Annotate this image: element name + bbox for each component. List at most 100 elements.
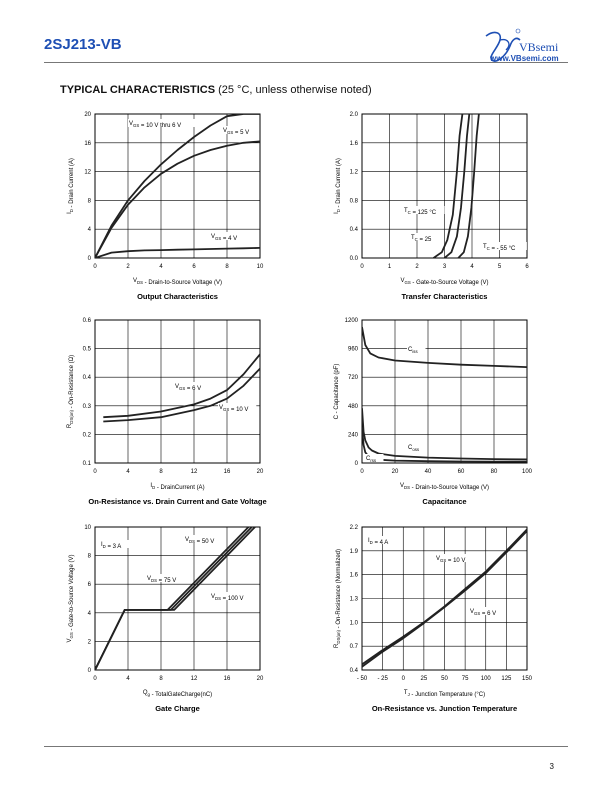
x-tick-label: 6 <box>192 264 196 270</box>
y-tick-label: 2.2 <box>350 525 359 531</box>
chart-title: Capacitance <box>422 497 466 506</box>
y-tick-label: 0.7 <box>350 644 359 650</box>
label-backdrop <box>367 536 399 544</box>
y-tick-label: 0.4 <box>350 668 359 674</box>
chart-title: Output Characteristics <box>137 292 218 301</box>
label-backdrop <box>365 454 384 462</box>
label-backdrop <box>146 574 185 582</box>
chart-capacitance: 0 20 40 60 80 100 0 240 480 720 960 1200 Ciss Coss Crs… <box>334 318 533 506</box>
y-tick-label: 1200 <box>345 318 359 324</box>
label-backdrop <box>410 233 439 241</box>
y-tick-label: 8 <box>88 198 92 204</box>
x-axis-label: ID - DrainCurrent (A) <box>150 483 204 491</box>
y-tick-label: 720 <box>348 375 359 381</box>
plot-frame <box>361 526 528 671</box>
x-tick-label: 40 <box>425 469 432 475</box>
label-backdrop <box>174 382 209 390</box>
chart-on_resistance: 0 4 8 12 16 20 0.1 0.2 0.3 0.4 0.5 0.6 VGS = 6 V VGS … <box>67 318 267 506</box>
series-line <box>95 140 260 258</box>
x-tick-label: 80 <box>491 469 498 475</box>
series-line <box>95 114 260 258</box>
y-tick-label: 1.9 <box>350 549 359 555</box>
label-backdrop <box>469 607 504 615</box>
curve-label: VDS = 50 V <box>185 537 214 545</box>
y-tick-label: 0.2 <box>83 432 92 438</box>
series-line <box>95 527 256 670</box>
curve-label: VDS = 75 V <box>147 576 176 584</box>
chart-title: On-Resistance vs. Drain Current and Gate… <box>88 497 266 506</box>
vbsemi-logo <box>485 28 521 62</box>
part-number: 2SJ213-VB <box>44 36 122 53</box>
y-tick-label: 1.3 <box>350 597 359 603</box>
x-tick-label: 12 <box>191 469 198 475</box>
x-tick-label: 50 <box>441 676 448 682</box>
label-backdrop <box>128 119 196 127</box>
x-tick-label: 2 <box>126 264 130 270</box>
x-tick-label: 125 <box>501 676 512 682</box>
x-tick-label: 4 <box>159 264 163 270</box>
series-line <box>362 326 527 368</box>
x-tick-label: - 25 <box>377 676 388 682</box>
x-tick-label: 6 <box>525 264 529 270</box>
footer-divider <box>44 746 568 747</box>
chart-title: Transfer Characteristics <box>402 292 488 301</box>
x-tick-label: 5 <box>498 264 502 270</box>
y-tick-label: 0 <box>355 461 359 467</box>
chart-on_resistance_temp: - 50 - 25 0 25 50 75 100 125 150 0.4 0.7 1.0 1.3 1.6 1… <box>334 525 533 713</box>
chart-title: On-Resistance vs. Junction Temperature <box>372 704 517 713</box>
y-tick-label: 0.0 <box>350 256 359 262</box>
y-tick-label: 0.4 <box>83 375 92 381</box>
curve-label: VGS = 10 V thru 6 V <box>129 121 181 129</box>
y-axis-label: RDS(on) - On-Resistance (Normalized) <box>334 549 342 648</box>
page-number: 3 <box>549 762 554 771</box>
y-axis-label: ID - Drain Current (A) <box>334 158 342 214</box>
y-tick-label: 240 <box>348 432 359 438</box>
y-tick-label: 0 <box>88 668 92 674</box>
x-tick-label: - 50 <box>357 676 368 682</box>
x-axis-label: VGS - Gate-to-Source Voltage (V) <box>401 278 489 286</box>
plot-frame <box>94 526 261 671</box>
label-backdrop <box>210 592 252 600</box>
curve-label: VGS = 6 V <box>470 609 496 617</box>
website-link[interactable]: www.VBsemi.com <box>490 54 559 63</box>
series-line <box>103 353 260 419</box>
curve-label: VGS = 4 V <box>211 234 237 242</box>
x-tick-label: 0 <box>402 676 406 682</box>
x-tick-label: 0 <box>360 264 364 270</box>
x-tick-label: 8 <box>225 264 229 270</box>
label-backdrop <box>222 126 257 134</box>
y-tick-label: 1.2 <box>350 170 359 176</box>
y-axis-label: VGS - Gate-to-Source Voltage (V) <box>67 555 75 643</box>
label-backdrop <box>407 345 426 353</box>
x-tick-label: 4 <box>126 676 130 682</box>
curve-label: VGS = 10 V <box>436 556 465 564</box>
x-tick-label: 20 <box>392 469 399 475</box>
section-heading: TYPICAL CHARACTERISTICS (25 °C, unless o… <box>60 84 372 96</box>
y-tick-label: 4 <box>88 227 92 233</box>
y-tick-label: 4 <box>88 611 92 617</box>
label-backdrop <box>210 232 245 240</box>
plot-frame <box>94 319 261 464</box>
section-subtitle: (25 °C, unless otherwise noted) <box>218 84 372 96</box>
y-tick-label: 1.6 <box>350 573 359 579</box>
label-backdrop <box>407 443 426 451</box>
plot-frame <box>361 319 528 464</box>
chart-gate_charge: 0 4 8 12 16 20 0 2 4 6 8 10 ID = 3 A VDS = 50 V VDS = … <box>67 525 264 713</box>
curve-label: VGS = 5 V <box>223 128 249 136</box>
x-tick-label: 2 <box>415 264 419 270</box>
y-tick-label: 480 <box>348 404 359 410</box>
curve-label: Crss <box>366 456 376 463</box>
x-tick-label: 10 <box>257 264 264 270</box>
x-tick-label: 16 <box>224 469 231 475</box>
label-backdrop <box>403 206 445 214</box>
y-tick-label: 6 <box>88 582 92 588</box>
x-tick-label: 0 <box>93 264 97 270</box>
curve-label: VGS = 6 V <box>175 384 201 392</box>
x-tick-label: 4 <box>126 469 130 475</box>
y-tick-label: 16 <box>84 141 91 147</box>
series-line <box>362 530 527 668</box>
y-axis-label: C - Capacitance (pF) <box>334 364 340 420</box>
label-backdrop <box>435 554 474 562</box>
x-tick-label: 16 <box>224 676 231 682</box>
section-title: TYPICAL CHARACTERISTICS <box>60 84 216 96</box>
